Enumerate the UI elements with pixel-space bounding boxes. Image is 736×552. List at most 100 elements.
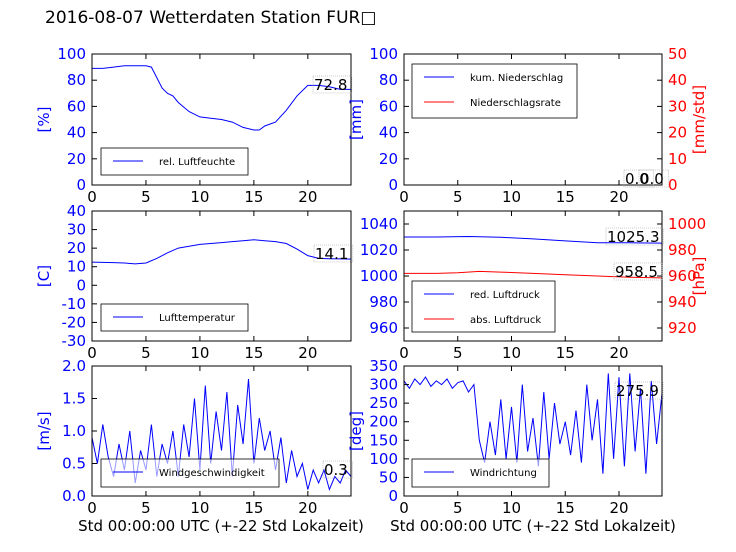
precipitation-frame — [403, 53, 663, 186]
pressure-value-box-1 — [613, 262, 663, 281]
wind-speed-y-label: [m/s] — [35, 411, 53, 450]
wind-direction-y-tick-label: 100 — [369, 450, 398, 468]
humidity-legend-label-0: rel. Luftfeuchte — [159, 157, 235, 168]
wind-speed-panel — [91, 365, 353, 497]
precipitation-value-label-1: 0.0 — [640, 170, 664, 188]
pressure-legend-label-1: abs. Luftdruck — [470, 315, 541, 326]
temperature-y-tick-label: 20 — [67, 239, 86, 257]
wind-direction-legend-box — [411, 458, 550, 488]
wind-speed-y-tick-label: 1.0 — [62, 422, 86, 440]
wind-speed-x-tick-label: 0 — [87, 499, 97, 517]
temperature-y-tick-label: 0 — [76, 276, 86, 294]
precipitation-y-tick-label: 60 — [379, 97, 398, 115]
precipitation-y2-tick-label: 20 — [668, 124, 687, 142]
wind-speed-x-tick-label: 5 — [141, 499, 151, 517]
wind-direction-value-label-0: 275.9 — [616, 382, 659, 400]
pressure-y2-tick-label: 920 — [668, 319, 697, 337]
pressure-x-tick-label: 20 — [609, 344, 628, 362]
humidity-x-tick-label: 20 — [298, 188, 317, 206]
precipitation-y2-tick-label: 50 — [668, 45, 687, 63]
pressure-value-label-1: 958.5 — [615, 263, 658, 281]
humidity-series-line-0 — [92, 65, 351, 131]
wind-direction-legend-label-0: Windrichtung — [470, 468, 537, 479]
temperature-x-tick-label: 10 — [190, 344, 209, 362]
wind-direction-y-tick-label: 250 — [369, 394, 398, 412]
temperature-value-label-0: 14.1 — [315, 245, 348, 263]
wind-direction-y-label: [deg] — [347, 411, 365, 451]
temperature-y-tick-label: -30 — [62, 332, 87, 350]
pressure-value-label-0: 1025.3 — [607, 228, 660, 246]
wind-speed-value-box-0 — [322, 460, 353, 479]
pressure-legend-label-0: red. Luftdruck — [470, 290, 540, 301]
pressure-x-tick-label: 15 — [556, 344, 575, 362]
pressure-panel — [403, 210, 664, 342]
precipitation-value-box-0 — [623, 169, 654, 188]
temperature-y-label: [C] — [35, 265, 53, 287]
wind-speed-y-tick-label: 0.5 — [62, 455, 86, 473]
humidity-x-tick-label: 5 — [141, 188, 151, 206]
x-axis-label-left: Std 00:00:00 UTC (+-22 Std Lokalzeit) — [78, 517, 364, 535]
precipitation-legend-label-0: kum. Niederschlag — [470, 73, 563, 84]
temperature-series-line-0 — [92, 239, 351, 265]
wind-direction-y-tick-label: 150 — [369, 431, 398, 449]
temperature-x-tick-label: 15 — [244, 344, 263, 362]
humidity-x-tick-label: 10 — [190, 188, 209, 206]
temperature-y-tick-label: 30 — [67, 221, 86, 239]
pressure-y2-tick-label: 980 — [668, 241, 697, 259]
temperature-y-tick-label: -10 — [62, 295, 87, 313]
wind-speed-y-tick-label: 2.0 — [62, 357, 86, 375]
wind-direction-x-tick-label: 15 — [556, 499, 575, 517]
humidity-y-tick-label: 100 — [57, 45, 86, 63]
temperature-x-tick-label: 20 — [298, 344, 317, 362]
x-axis-label-right: Std 00:00:00 UTC (+-22 Std Lokalzeit) — [390, 517, 676, 535]
pressure-y-tick-label: 980 — [369, 293, 398, 311]
humidity-y-tick-label: 40 — [67, 124, 86, 142]
temperature-y-tick-label: 10 — [67, 258, 86, 276]
precipitation-y-tick-label: 80 — [379, 71, 398, 89]
precipitation-y2-tick-label: 40 — [668, 71, 687, 89]
humidity-y-tick-label: 20 — [67, 150, 86, 168]
wind-speed-x-tick-label: 10 — [190, 499, 209, 517]
humidity-x-tick-label: 0 — [87, 188, 97, 206]
temperature-legend-label-0: Lufttemperatur — [159, 313, 236, 324]
wind-direction-y-tick-label: 50 — [379, 468, 398, 486]
pressure-x-tick-label: 10 — [502, 344, 521, 362]
pressure-y2-label: [hPa] — [690, 257, 708, 296]
wind-direction-panel — [403, 365, 664, 497]
wind-direction-frame — [403, 365, 663, 497]
precipitation-x-tick-label: 0 — [399, 188, 409, 206]
wind-speed-x-tick-label: 20 — [298, 499, 317, 517]
precipitation-x-tick-label: 10 — [502, 188, 521, 206]
pressure-y-tick-label: 1000 — [360, 267, 398, 285]
wind-speed-value-label-0: 0.3 — [324, 461, 348, 479]
temperature-y-tick-label: 40 — [67, 202, 86, 220]
wind-speed-legend-box — [100, 458, 280, 488]
figure-title: 2016-08-07 Wetterdaten Station FUR□ — [45, 8, 377, 28]
pressure-legend-box — [411, 280, 556, 333]
wind-direction-series-line-0 — [404, 373, 662, 474]
humidity-panel — [91, 53, 353, 186]
precipitation-y-tick-label: 40 — [379, 124, 398, 142]
humidity-value-label-0: 72.8 — [314, 76, 347, 94]
wind-speed-legend-label-0: Windgeschwindigkeit — [159, 468, 265, 479]
precipitation-x-tick-label: 5 — [453, 188, 463, 206]
precipitation-y-label: [mm] — [347, 99, 365, 140]
precipitation-y-tick-label: 20 — [379, 150, 398, 168]
wind-direction-x-tick-label: 5 — [453, 499, 463, 517]
humidity-x-tick-label: 15 — [244, 188, 263, 206]
pressure-y-tick-label: 1020 — [360, 241, 398, 259]
wind-speed-x-tick-label: 15 — [244, 499, 263, 517]
wind-direction-y-tick-label: 300 — [369, 376, 398, 394]
temperature-frame — [91, 210, 352, 342]
wind-direction-y-tick-label: 200 — [369, 413, 398, 431]
pressure-y2-tick-label: 960 — [668, 267, 697, 285]
temperature-y-tick-label: -20 — [62, 313, 87, 331]
wind-speed-y-tick-label: 1.5 — [62, 390, 86, 408]
wind-direction-y-tick-label: 350 — [369, 357, 398, 375]
precipitation-y2-tick-label: 30 — [668, 97, 687, 115]
precipitation-x-tick-label: 20 — [609, 188, 628, 206]
pressure-x-tick-label: 0 — [399, 344, 409, 362]
pressure-y2-tick-label: 940 — [668, 293, 697, 311]
humidity-frame — [91, 53, 352, 186]
